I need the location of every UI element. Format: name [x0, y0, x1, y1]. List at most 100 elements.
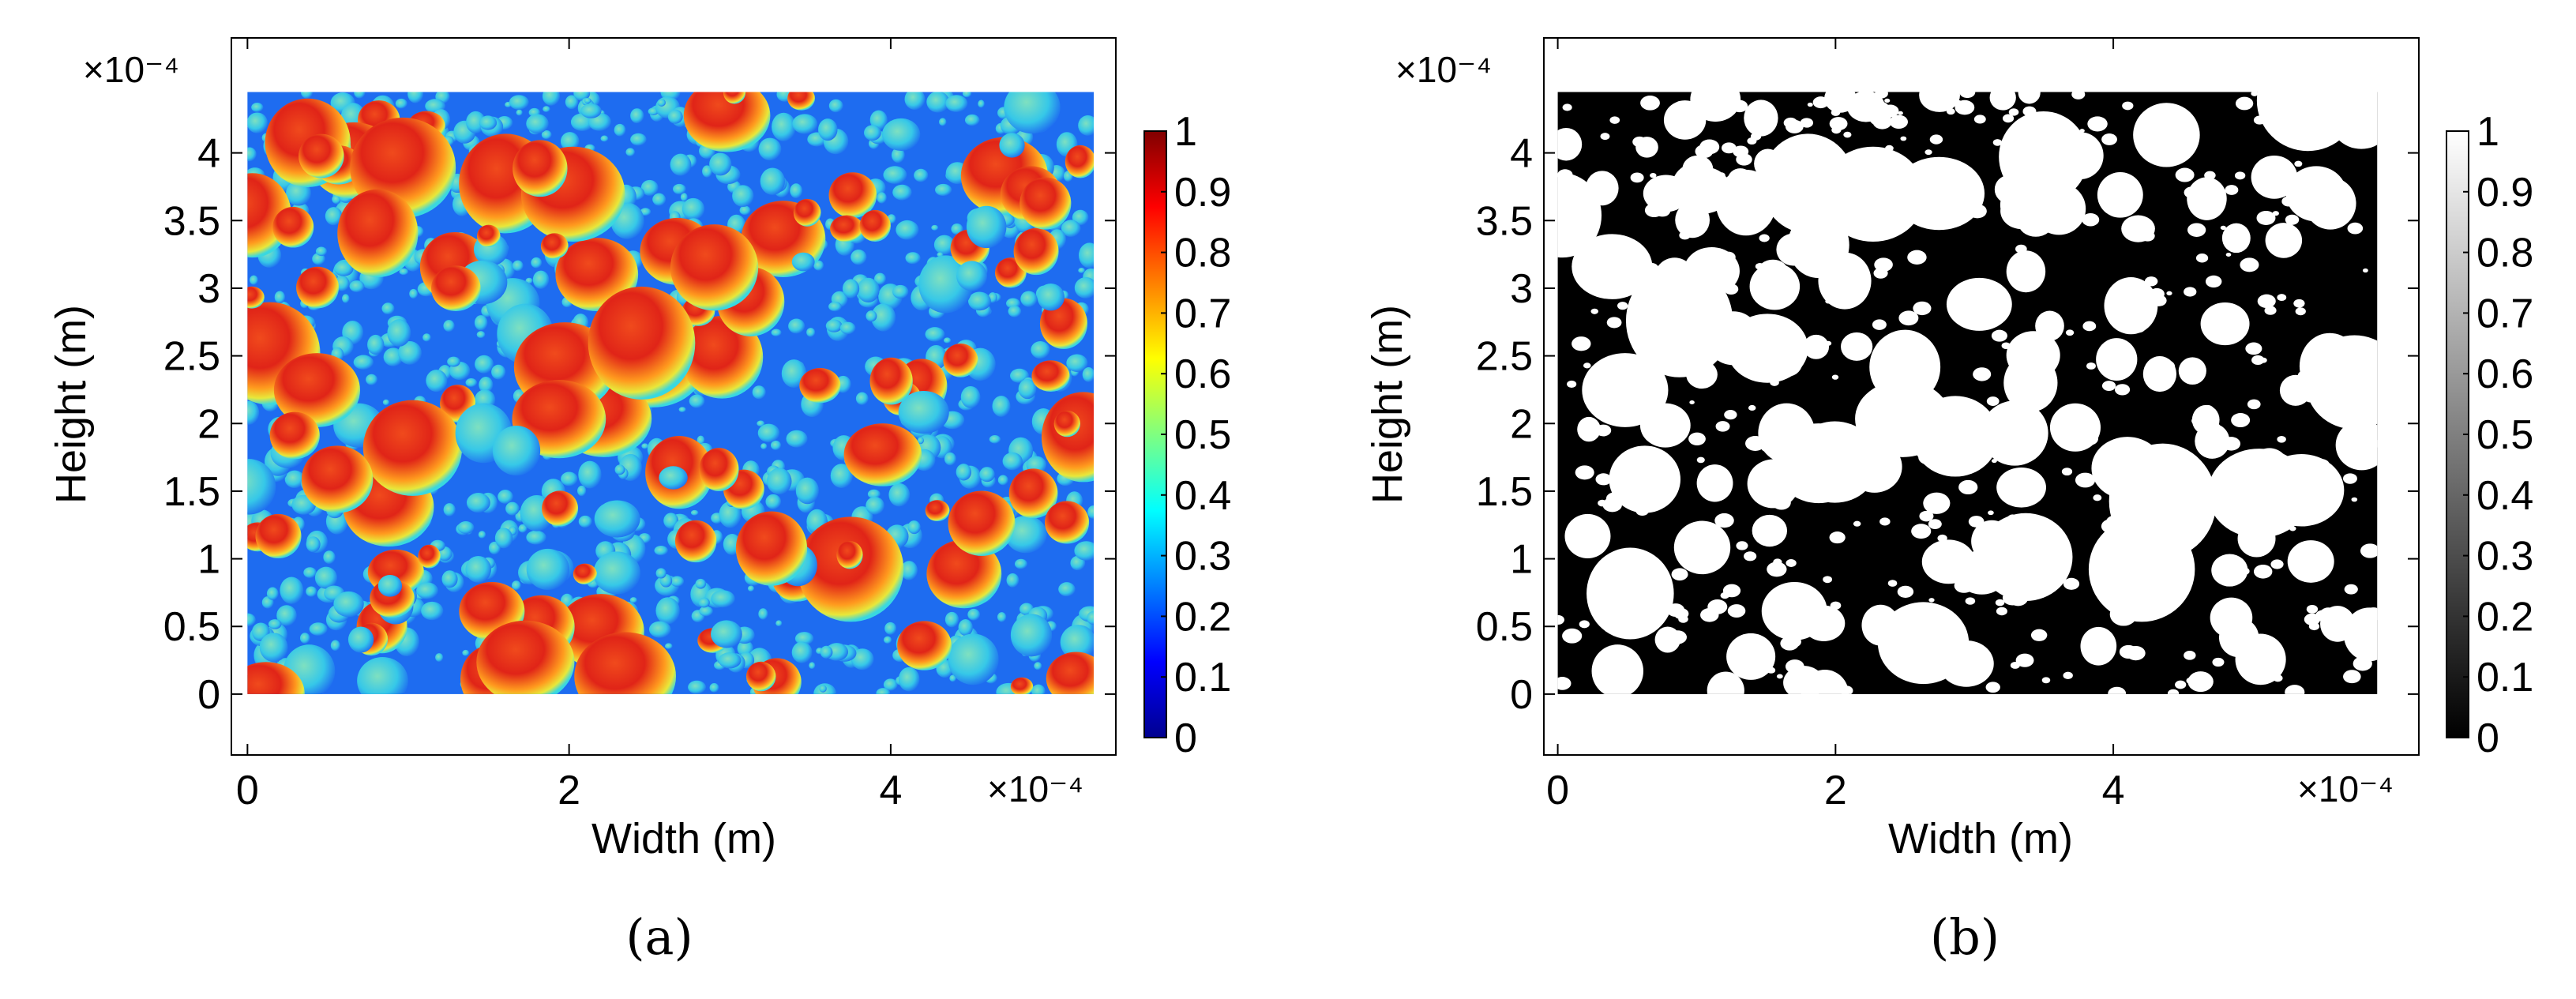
granule	[760, 443, 768, 449]
granule	[698, 597, 710, 608]
particle	[1822, 195, 1849, 223]
granule	[818, 118, 838, 141]
granule	[1002, 452, 1023, 471]
particle	[1041, 392, 1094, 483]
granule	[2075, 472, 2096, 488]
colorbar-tick-label: 0.8	[2476, 231, 2533, 276]
particle	[1946, 277, 2012, 331]
granule	[678, 407, 686, 413]
particle	[859, 209, 891, 242]
granule	[1087, 505, 1094, 519]
granule	[884, 636, 892, 644]
granule	[641, 443, 649, 449]
particle	[828, 172, 877, 219]
granule	[2240, 257, 2259, 272]
granule	[309, 622, 328, 636]
granule	[1727, 604, 1746, 618]
particle	[2006, 331, 2060, 380]
y-tick-label: 0	[1510, 672, 1533, 718]
y-axis-label: Height (m)	[1364, 305, 1411, 504]
granule	[1786, 558, 1797, 567]
x-axis-label: Width (m)	[591, 815, 776, 862]
granule	[466, 493, 490, 513]
granule	[2306, 604, 2319, 614]
granule	[542, 92, 561, 106]
particle	[836, 540, 863, 569]
particle	[1609, 445, 1681, 513]
granule	[1928, 598, 1935, 603]
granule	[690, 509, 699, 516]
granule	[516, 109, 523, 116]
particle	[2142, 356, 2177, 392]
granule	[274, 291, 286, 304]
particle	[299, 133, 344, 178]
granule	[435, 653, 444, 662]
granule	[979, 467, 995, 483]
granule	[416, 582, 438, 599]
particle	[2187, 671, 2214, 693]
granule	[771, 329, 782, 336]
granule	[1562, 628, 1583, 644]
granule	[2277, 436, 2286, 443]
granule	[395, 98, 407, 109]
axis-ticks: 0 2 4 0 0.5 1 1.5 2 2.5 3 3.5 4	[163, 38, 1116, 813]
granule	[2087, 116, 2108, 132]
granule	[381, 302, 395, 315]
granule	[772, 112, 796, 141]
granule	[1058, 582, 1076, 597]
granule	[1884, 98, 1891, 103]
granule	[1079, 242, 1094, 269]
granule	[874, 272, 886, 285]
particle	[843, 423, 922, 486]
particle	[1726, 633, 1776, 680]
particle	[1696, 464, 1733, 502]
granule	[1600, 133, 1610, 141]
particle	[1761, 581, 1827, 640]
particle	[2211, 554, 2248, 587]
granule	[1889, 115, 1909, 130]
colorbar-ticks: 0 0.1 0.2 0.3 0.4 0.5 0.6 0.7 0.8 0.9 1	[2463, 109, 2533, 761]
granule	[956, 464, 972, 481]
granule	[688, 680, 707, 694]
particle	[1004, 92, 1061, 134]
y-tick-label: 1	[197, 537, 220, 583]
granule	[2347, 222, 2364, 235]
particle	[1060, 625, 1094, 660]
granule	[2270, 559, 2284, 569]
granule	[1823, 576, 1833, 584]
granule	[775, 620, 783, 627]
particle	[2326, 92, 2378, 149]
granule	[757, 423, 780, 443]
granule	[917, 437, 924, 445]
granule	[819, 685, 827, 693]
granule	[1557, 677, 1572, 690]
granule	[699, 606, 713, 617]
granule	[382, 399, 390, 406]
granule	[828, 99, 843, 113]
particle	[670, 224, 759, 311]
granule	[1078, 267, 1086, 273]
granule	[2175, 167, 2195, 182]
granule	[830, 464, 853, 488]
particle	[2207, 449, 2311, 539]
granule	[580, 103, 602, 118]
granule	[964, 114, 980, 126]
granule	[366, 374, 377, 385]
particle	[1045, 501, 1090, 544]
granule	[1699, 139, 1720, 155]
granule	[855, 392, 869, 405]
granule	[367, 334, 385, 355]
granule	[543, 106, 550, 113]
y-axis-label: Height (m)	[47, 305, 95, 504]
granule	[2015, 653, 2034, 667]
granule	[1973, 115, 1986, 124]
granule	[2093, 494, 2102, 501]
granule	[1913, 301, 1932, 316]
granule	[640, 179, 659, 196]
x-tick-label: 0	[1546, 768, 1569, 813]
particle	[1821, 146, 1925, 242]
granule	[421, 601, 444, 621]
granule	[857, 277, 880, 303]
particle	[2006, 250, 2046, 293]
granule	[2082, 213, 2100, 227]
